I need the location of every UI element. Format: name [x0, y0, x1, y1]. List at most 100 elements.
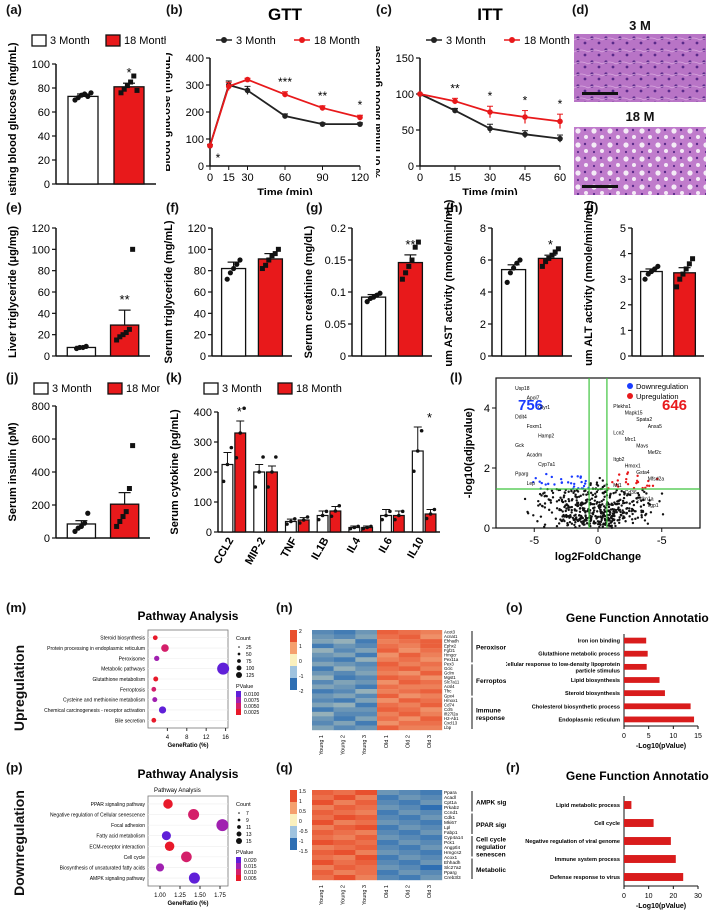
n-cell [312, 725, 334, 731]
b-series-line-old [209, 78, 361, 147]
chart-n-heatmap-up: Young 1 Young 2 Young 3 Old 1 Old 2 Old 3 Acot… [290, 629, 506, 755]
n-cell [333, 670, 356, 676]
l-point [585, 516, 589, 520]
l-point [538, 480, 541, 483]
o-category-label-line: Cellular response to low-density lipopro… [506, 662, 621, 668]
f-y-tick-label: 100 [188, 244, 206, 256]
q-cell [377, 845, 399, 851]
l-y-tick-label: 0 [484, 523, 490, 535]
g-point-young [364, 299, 370, 305]
j-y-tick-label: 600 [32, 434, 50, 446]
m-category-label: Cysteine and methionine metabolism [63, 698, 145, 704]
q-cell [355, 855, 378, 861]
a-y-tick-label: 60 [38, 107, 50, 119]
m-size-legend-dot [237, 652, 241, 656]
q-cell [420, 800, 443, 806]
n-cell [333, 707, 356, 713]
panel-label-n: (n) [276, 600, 293, 615]
l-point [573, 514, 576, 517]
panel-label-h: (h) [446, 200, 463, 215]
n-cell [420, 643, 443, 649]
q-scale-label: 0 [299, 819, 302, 825]
n-cell [377, 698, 399, 703]
c-y-tick-label: 50 [402, 125, 414, 137]
chart-e-liver-tg: 0 20 40 60 80 100 120 Liver triglyceride (μg/mg… [7, 223, 150, 363]
k-point [305, 515, 310, 519]
n-row-label: Acsl4 [444, 684, 455, 689]
q-cell [377, 790, 399, 796]
panel-label-m: (m) [6, 600, 27, 615]
j-point-old [126, 486, 132, 491]
n-cell [355, 698, 378, 703]
q-cell [355, 790, 378, 796]
l-point [572, 485, 576, 488]
l-point [636, 516, 640, 519]
l-point [599, 508, 602, 511]
l-point [602, 513, 605, 517]
l-point [578, 524, 581, 528]
l-point [640, 499, 643, 502]
p-x-tick-label: 1.00 [154, 893, 166, 899]
q-cell [398, 825, 421, 831]
l-gene-label-down: Glyr1 [538, 405, 550, 411]
h-point-old [546, 255, 552, 261]
k-point [261, 455, 265, 459]
l-point [544, 483, 547, 486]
n-cell [333, 711, 356, 717]
l-point [592, 520, 596, 523]
l-point [618, 493, 622, 496]
f-y-tick-label: 40 [194, 308, 206, 320]
n-row-label: Cd74 [444, 702, 455, 707]
n-cell [333, 689, 356, 694]
l-point [545, 472, 548, 476]
l-point [559, 496, 562, 499]
m-color-legend-label: 0.0100 [244, 692, 260, 698]
n-cell [355, 630, 378, 635]
g-bar-old [397, 261, 424, 357]
p-size-legend-dot [237, 818, 241, 822]
b-point-old [319, 105, 326, 111]
n-cell [355, 693, 378, 699]
l-point [626, 482, 630, 486]
l-point [580, 516, 584, 519]
l-point [582, 484, 586, 488]
n-cell [355, 661, 378, 667]
l-gene-label-up: Spata2 [636, 417, 652, 423]
histology-young-image [574, 34, 706, 102]
l-point [598, 525, 601, 529]
l-point [571, 516, 575, 520]
l-point [624, 481, 628, 484]
e-point-old [126, 326, 132, 332]
l-point [631, 518, 634, 521]
q-group-label: PPAR signaling pathway [476, 822, 506, 829]
q-cell [420, 835, 443, 841]
n-row-label: Gpx4 [444, 693, 455, 698]
l-point [578, 507, 582, 510]
o-x-label: -Log10(pValue) [636, 743, 686, 750]
q-cell [333, 790, 356, 796]
n-column-label: Old 3 [427, 735, 433, 748]
q-group-label: Metabolic process [476, 867, 506, 874]
a-bar-young [67, 95, 99, 185]
l-point [601, 503, 604, 506]
n-cell [312, 675, 334, 681]
p-size-legend-label: 15 [246, 839, 252, 845]
l-point [603, 495, 606, 498]
m-color-legend-swatch [236, 691, 241, 697]
a-legend-young-label: 3 Month [50, 35, 90, 47]
q-cell [355, 865, 378, 871]
m-color-legend-swatch [236, 709, 241, 715]
n-cell [312, 702, 334, 708]
q-column-label: Young 2 [341, 885, 347, 905]
q-cell [333, 870, 356, 876]
panel-label-c: (c) [376, 2, 392, 17]
b-sig-label: ** [318, 89, 328, 103]
l-point [646, 522, 650, 525]
n-scale-label: -2 [299, 689, 304, 695]
l-gene-label-up: Anxa5 [648, 424, 662, 430]
q-cell [333, 825, 356, 831]
l-point [585, 493, 588, 496]
l-point [610, 526, 614, 529]
l-point [631, 500, 634, 504]
q-scale-label: -1 [299, 839, 304, 845]
